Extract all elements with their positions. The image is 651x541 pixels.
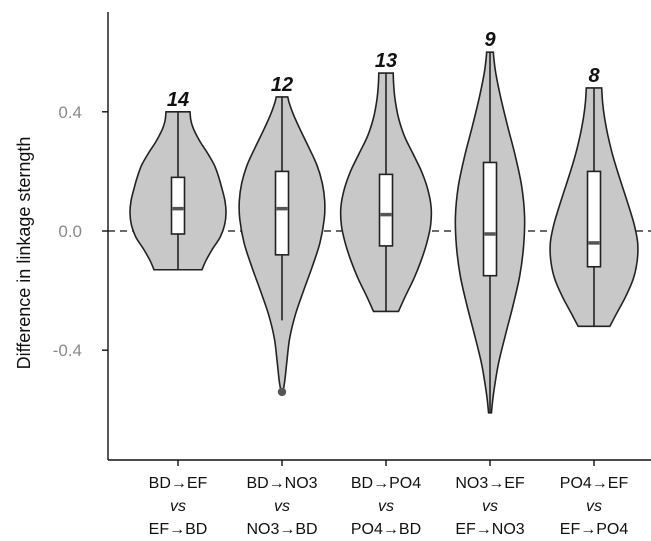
violin-box xyxy=(378,173,394,247)
x-category-label-vs: vs xyxy=(482,498,498,515)
violin-group: 8 xyxy=(549,65,639,328)
violin-count-label: 14 xyxy=(167,89,189,111)
x-category-label-vs: vs xyxy=(170,498,186,515)
axes xyxy=(107,12,651,461)
x-category-label-top: BD→PO4 xyxy=(351,475,421,492)
violin-group: 14 xyxy=(129,89,227,271)
x-category-label-top: NO3→EF xyxy=(455,475,525,492)
x-category-label-vs: vs xyxy=(586,498,602,515)
x-category-label-top: BD→NO3 xyxy=(246,475,317,492)
violin-count-label: 9 xyxy=(484,29,496,51)
y-tick-label: 0.4 xyxy=(58,103,82,122)
violin-box xyxy=(482,161,498,277)
violin-box xyxy=(586,170,602,268)
x-category-label-bottom: NO3→BD xyxy=(246,521,317,538)
violin-group: 9 xyxy=(454,29,526,414)
violin-group: 12 xyxy=(238,74,326,397)
violins: 14 12 13 9 8 xyxy=(129,29,639,414)
x-category-label-top: PO4→EF xyxy=(560,475,629,492)
y-tick-label: -0.4 xyxy=(53,341,82,360)
violin-count-label: 12 xyxy=(271,74,293,96)
x-category-label-bottom: PO4→BD xyxy=(351,521,421,538)
violin-box xyxy=(274,170,290,256)
x-category-label-vs: vs xyxy=(274,498,290,515)
violin-box xyxy=(170,176,186,235)
y-ticks: 0.4 0.0 -0.4 xyxy=(53,103,108,360)
x-category-label-bottom: EF→PO4 xyxy=(560,521,629,538)
x-category-label-top: BD→EF xyxy=(149,475,208,492)
x-category-label-bottom: EF→BD xyxy=(149,521,208,538)
violin-group: 13 xyxy=(339,50,433,313)
violin-outlier xyxy=(277,387,287,397)
x-category-label-vs: vs xyxy=(378,498,394,515)
y-tick-label: 0.0 xyxy=(58,222,82,241)
y-axis-label: Difference in linkage sterngth xyxy=(14,137,34,370)
x-category-labels: BD→EF vs EF→BD BD→NO3 vs NO3→BD BD→PO4 vs PO4→BD… xyxy=(149,460,629,538)
violin-count-label: 13 xyxy=(375,50,397,72)
x-category-label-bottom: EF→NO3 xyxy=(455,521,524,538)
violin-count-label: 8 xyxy=(588,65,600,87)
